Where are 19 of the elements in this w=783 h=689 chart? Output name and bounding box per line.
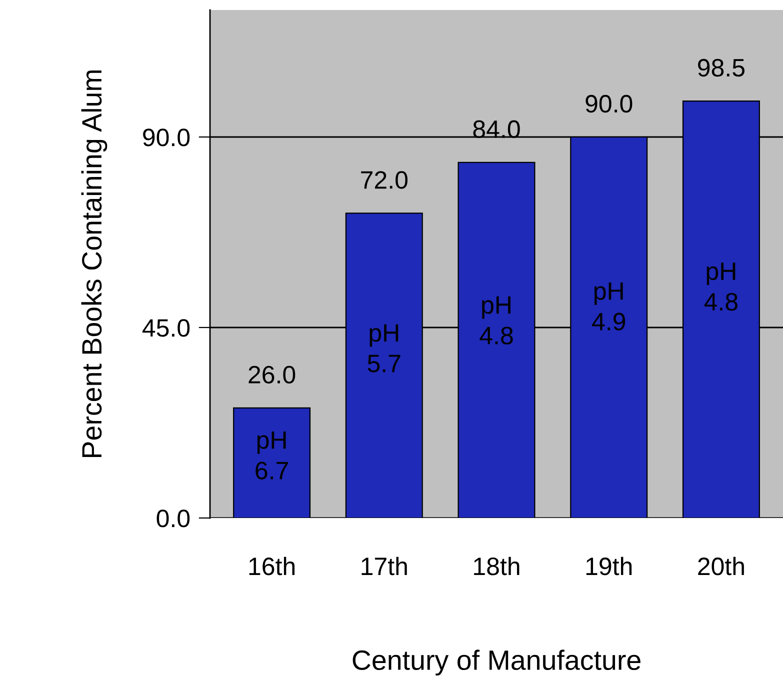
x-tick-label: 16th <box>249 556 295 576</box>
data-label: 90.0 <box>586 94 632 113</box>
annotation: pH 4.8 <box>480 296 513 344</box>
x-tick-label: 18th <box>474 556 520 576</box>
x-axis-title: Century of Manufacture <box>352 650 640 676</box>
annotation: pH 5.7 <box>368 324 400 372</box>
x-tick-label: 19th <box>586 556 632 576</box>
data-label: 98.5 <box>698 58 744 77</box>
x-tick-label: 17th <box>362 556 407 576</box>
data-label: 26.0 <box>248 366 296 384</box>
x-tick-label: 20th <box>698 556 744 576</box>
y-tick-label: 0.0 <box>156 510 190 528</box>
annotation: pH 6.7 <box>256 431 288 480</box>
y-tick-label: 90.0 <box>143 128 190 146</box>
data-label: 72.0 <box>361 171 408 189</box>
annotation: pH 4.8 <box>704 262 738 311</box>
annotation: pH 4.9 <box>592 282 626 330</box>
y-axis-title: Percent Books Containing Alum <box>81 70 108 458</box>
y-tick-label: 45.0 <box>142 319 190 337</box>
